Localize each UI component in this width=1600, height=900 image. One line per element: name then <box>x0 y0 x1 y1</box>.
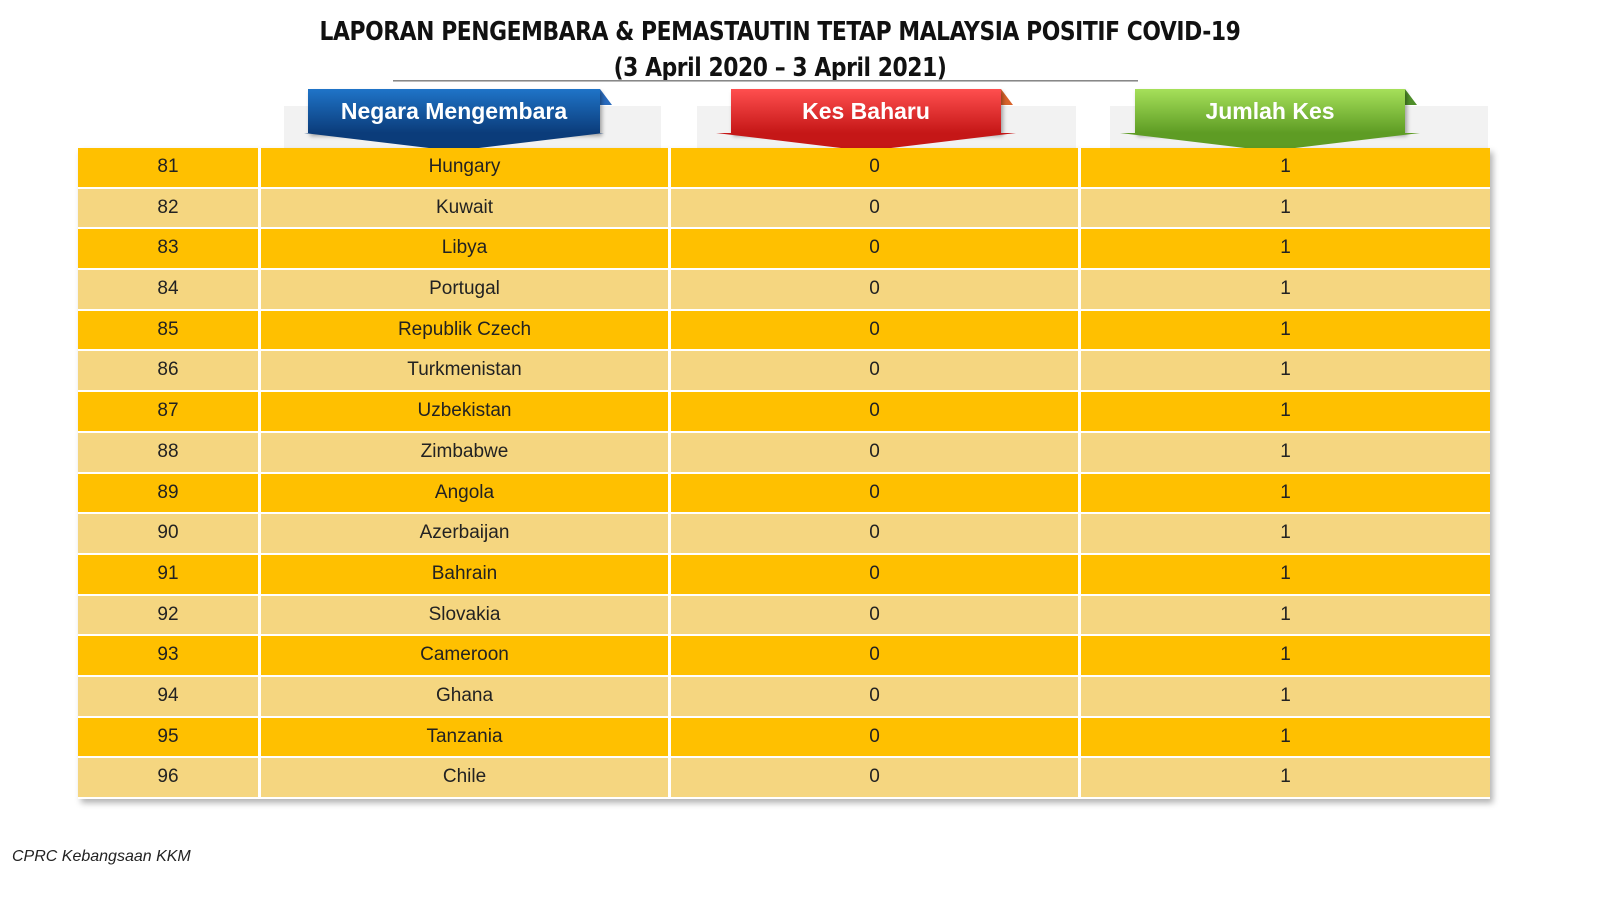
total-cases-cell: 1 <box>1081 310 1490 352</box>
total-cases-cell: 1 <box>1081 717 1490 759</box>
new-cases-cell: 0 <box>671 554 1081 596</box>
table-row: 90 Azerbaijan 0 1 <box>78 514 1490 555</box>
country-cell: Zimbabwe <box>261 432 671 474</box>
table-row: 95 Tanzania 0 1 <box>78 717 1490 759</box>
row-number-cell: 93 <box>78 636 261 677</box>
row-number-cell: 90 <box>78 514 261 555</box>
header-country-label: Negara Mengembara <box>340 98 568 124</box>
total-cases-cell: 1 <box>1081 636 1490 677</box>
country-cell: Chile <box>261 758 671 799</box>
new-cases-cell: 0 <box>671 676 1081 718</box>
header-country: Negara Mengembara <box>308 89 600 133</box>
header-new-cases: Kes Baharu <box>731 89 1001 133</box>
total-cases-cell: 1 <box>1081 514 1490 555</box>
total-cases-cell: 1 <box>1081 188 1490 230</box>
country-cell: Bahrain <box>261 554 671 596</box>
table-row: 84 Portugal 0 1 <box>78 270 1490 311</box>
total-cases-cell: 1 <box>1081 351 1490 393</box>
row-number-cell: 95 <box>78 717 261 759</box>
new-cases-cell: 0 <box>671 310 1081 352</box>
header-total-cases: Jumlah Kes <box>1135 89 1405 133</box>
new-cases-cell: 0 <box>671 432 1081 474</box>
total-cases-cell: 1 <box>1081 595 1490 637</box>
total-cases-cell: 1 <box>1081 758 1490 799</box>
covid-travellers-table: 81 Hungary 0 1 82 Kuwait 0 1 83 Libya 0 1 84 Portugal… <box>78 148 1490 799</box>
table-row: 91 Bahrain 0 1 <box>78 554 1490 596</box>
ribbon-point-red <box>716 133 1016 151</box>
header-total-cases-label: Jumlah Kes <box>1205 98 1335 124</box>
new-cases-cell: 0 <box>671 473 1081 515</box>
title-divider <box>393 80 1138 82</box>
table-row: 93 Cameroon 0 1 <box>78 636 1490 677</box>
table-row: 85 Republik Czech 0 1 <box>78 310 1490 352</box>
ribbon-point-green <box>1120 133 1420 151</box>
table-row: 94 Ghana 0 1 <box>78 676 1490 718</box>
table-row: 81 Hungary 0 1 <box>78 148 1490 189</box>
row-number-cell: 96 <box>78 758 261 799</box>
row-number-cell: 81 <box>78 148 261 189</box>
country-cell: Kuwait <box>261 188 671 230</box>
ribbon-point-blue <box>304 133 604 151</box>
total-cases-cell: 1 <box>1081 676 1490 718</box>
country-cell: Portugal <box>261 270 671 311</box>
new-cases-cell: 0 <box>671 758 1081 799</box>
table-row: 86 Turkmenistan 0 1 <box>78 351 1490 393</box>
table-row: 96 Chile 0 1 <box>78 758 1490 799</box>
table-row: 89 Angola 0 1 <box>78 473 1490 515</box>
new-cases-cell: 0 <box>671 514 1081 555</box>
total-cases-cell: 1 <box>1081 270 1490 311</box>
country-cell: Hungary <box>261 148 671 189</box>
table-row: 92 Slovakia 0 1 <box>78 595 1490 637</box>
country-cell: Republik Czech <box>261 310 671 352</box>
table-row: 87 Uzbekistan 0 1 <box>78 392 1490 433</box>
row-number-cell: 85 <box>78 310 261 352</box>
new-cases-cell: 0 <box>671 595 1081 637</box>
country-cell: Ghana <box>261 676 671 718</box>
new-cases-cell: 0 <box>671 351 1081 393</box>
header-new-cases-label: Kes Baharu <box>802 98 930 124</box>
total-cases-cell: 1 <box>1081 229 1490 271</box>
new-cases-cell: 0 <box>671 392 1081 433</box>
row-number-cell: 84 <box>78 270 261 311</box>
table-row: 88 Zimbabwe 0 1 <box>78 432 1490 474</box>
total-cases-cell: 1 <box>1081 432 1490 474</box>
new-cases-cell: 0 <box>671 229 1081 271</box>
new-cases-cell: 0 <box>671 148 1081 189</box>
title-line-2: (3 April 2020 – 3 April 2021) <box>613 53 947 83</box>
row-number-cell: 86 <box>78 351 261 393</box>
ribbon-fold-blue <box>600 89 612 105</box>
total-cases-cell: 1 <box>1081 148 1490 189</box>
table-row: 82 Kuwait 0 1 <box>78 188 1490 230</box>
table-row: 83 Libya 0 1 <box>78 229 1490 271</box>
country-cell: Turkmenistan <box>261 351 671 393</box>
new-cases-cell: 0 <box>671 270 1081 311</box>
title-line-1: LAPORAN PENGEMBARA & PEMASTAUTIN TETAP M… <box>319 17 1241 47</box>
country-cell: Cameroon <box>261 636 671 677</box>
total-cases-cell: 1 <box>1081 392 1490 433</box>
row-number-cell: 92 <box>78 595 261 637</box>
row-number-cell: 89 <box>78 473 261 515</box>
country-cell: Uzbekistan <box>261 392 671 433</box>
ribbon-fold-red <box>1001 89 1013 105</box>
new-cases-cell: 0 <box>671 636 1081 677</box>
row-number-cell: 83 <box>78 229 261 271</box>
total-cases-cell: 1 <box>1081 473 1490 515</box>
new-cases-cell: 0 <box>671 188 1081 230</box>
total-cases-cell: 1 <box>1081 554 1490 596</box>
country-cell: Tanzania <box>261 717 671 759</box>
row-number-cell: 94 <box>78 676 261 718</box>
country-cell: Angola <box>261 473 671 515</box>
country-cell: Slovakia <box>261 595 671 637</box>
row-number-cell: 88 <box>78 432 261 474</box>
row-number-cell: 87 <box>78 392 261 433</box>
row-number-cell: 91 <box>78 554 261 596</box>
country-cell: Azerbaijan <box>261 514 671 555</box>
page-title: LAPORAN PENGEMBARA & PEMASTAUTIN TETAP M… <box>125 14 1435 86</box>
new-cases-cell: 0 <box>671 717 1081 759</box>
country-cell: Libya <box>261 229 671 271</box>
footer-credit: CPRC Kebangsaan KKM <box>12 848 191 865</box>
ribbon-fold-green <box>1405 89 1417 105</box>
row-number-cell: 82 <box>78 188 261 230</box>
